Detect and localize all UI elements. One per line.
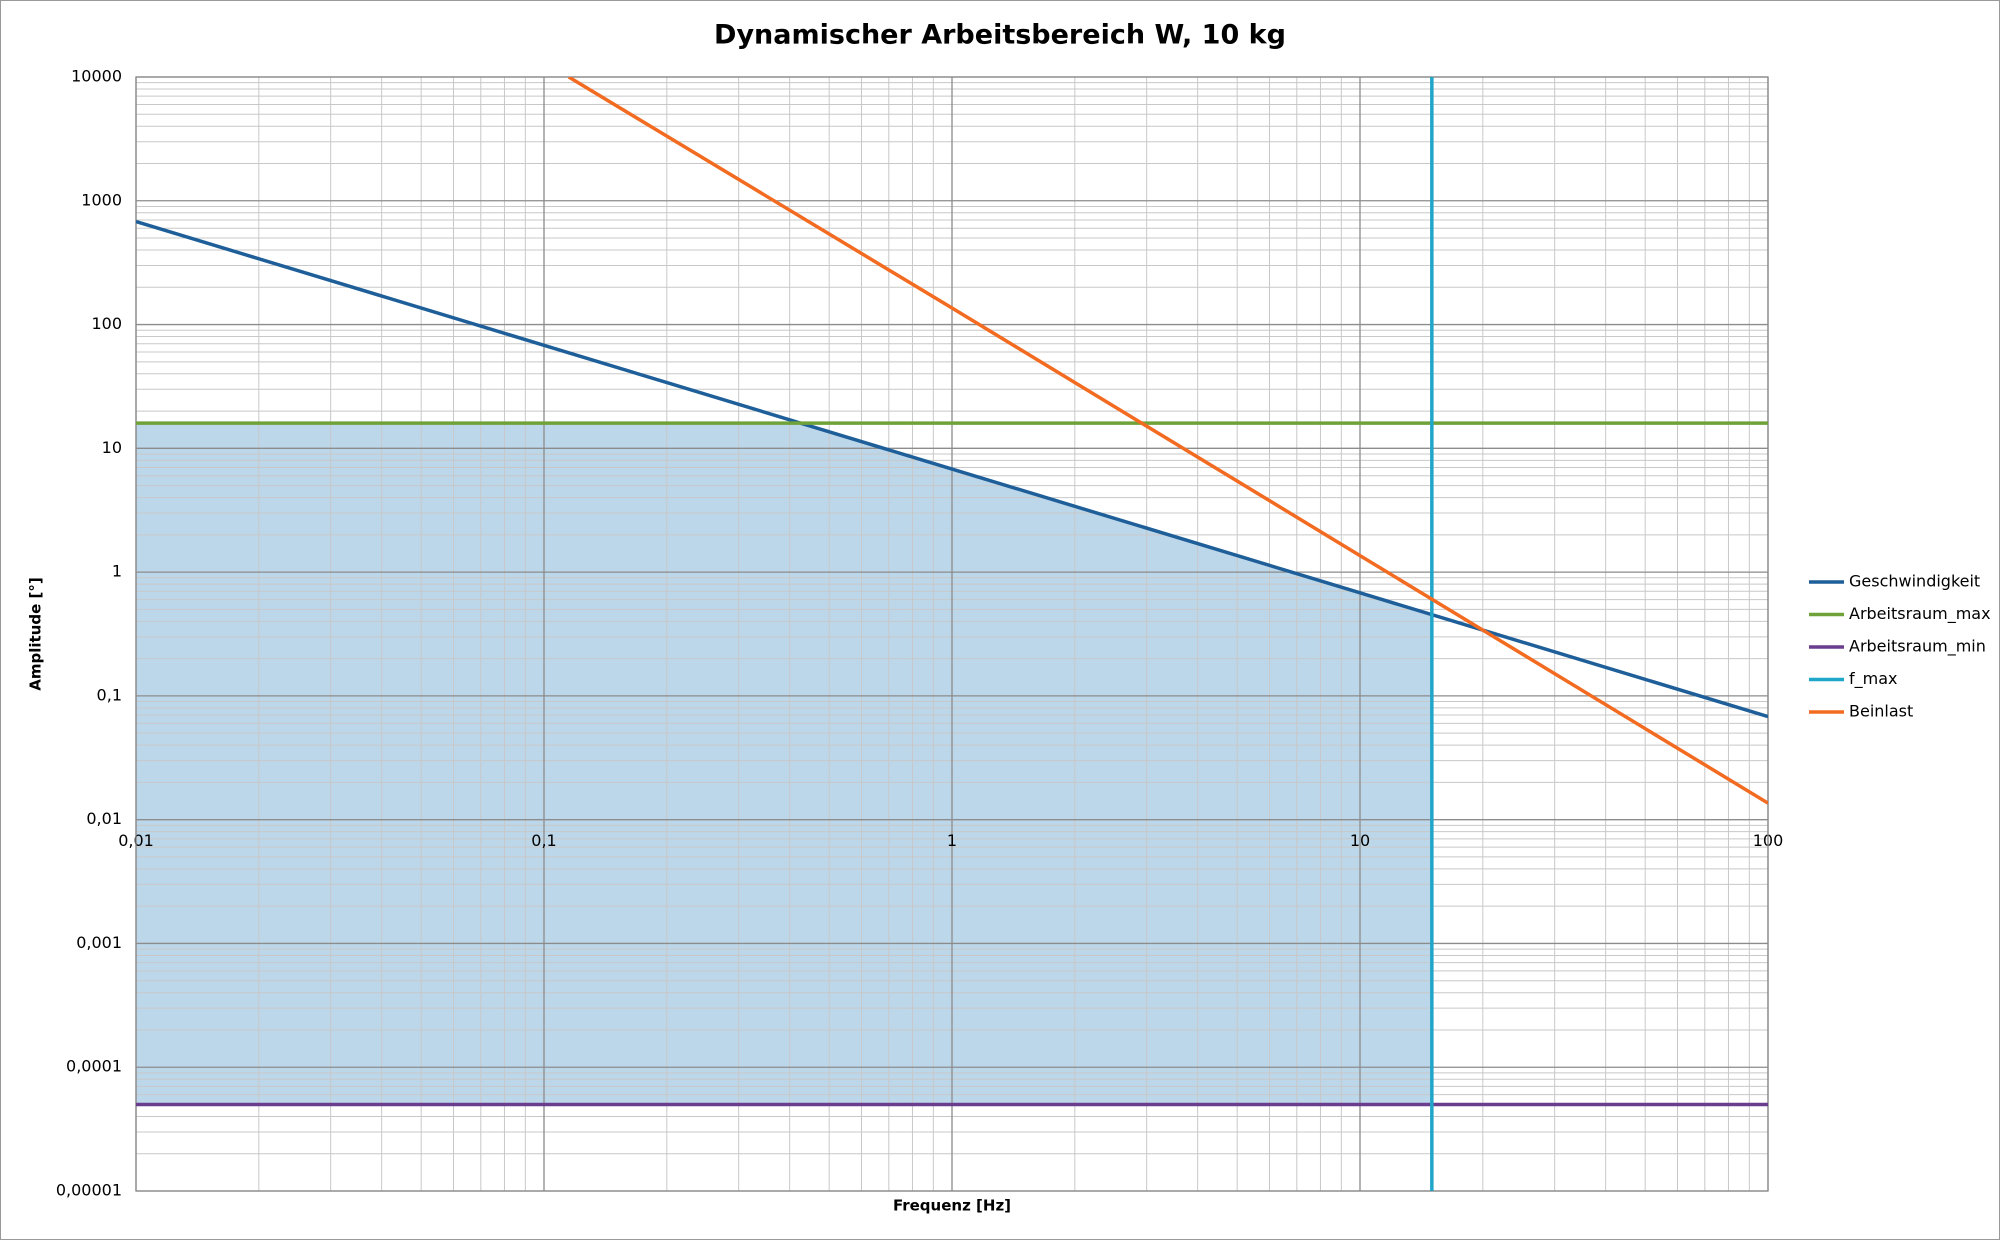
series-line xyxy=(567,77,1768,805)
y-tick-label: 0,00001 xyxy=(56,1181,122,1200)
chart-title: Dynamischer Arbeitsbereich W, 10 kg xyxy=(714,20,1286,51)
x-tick-label: 0,1 xyxy=(531,831,556,850)
legend-label: f_max xyxy=(1849,669,1898,689)
y-tick-label: 0,1 xyxy=(97,685,122,704)
y-axis-label: Amplitude [°] xyxy=(27,577,45,690)
y-tick-label: 0,01 xyxy=(86,809,122,828)
plot-frame xyxy=(135,76,1769,1192)
x-axis-label: Frequenz [Hz] xyxy=(893,1197,1011,1215)
y-tick-label: 0,001 xyxy=(76,933,122,952)
y-tick-label: 10000 xyxy=(71,67,122,86)
working-area xyxy=(136,423,1432,1105)
legend-label: Arbeitsraum_min xyxy=(1849,637,1986,657)
y-tick-label: 0,0001 xyxy=(66,1057,122,1076)
legend-label: Arbeitsraum_max xyxy=(1849,604,1991,624)
x-tick-label: 10 xyxy=(1350,831,1370,850)
legend-label: Geschwindigkeit xyxy=(1849,572,1980,591)
x-tick-label: 1 xyxy=(947,831,957,850)
y-tick-label: 1 xyxy=(112,562,122,581)
y-tick-label: 10 xyxy=(102,438,122,457)
y-tick-label: 100 xyxy=(91,314,122,333)
y-tick-label: 1000 xyxy=(81,190,122,209)
legend-label: Beinlast xyxy=(1849,702,1913,721)
series-line xyxy=(136,219,1768,719)
